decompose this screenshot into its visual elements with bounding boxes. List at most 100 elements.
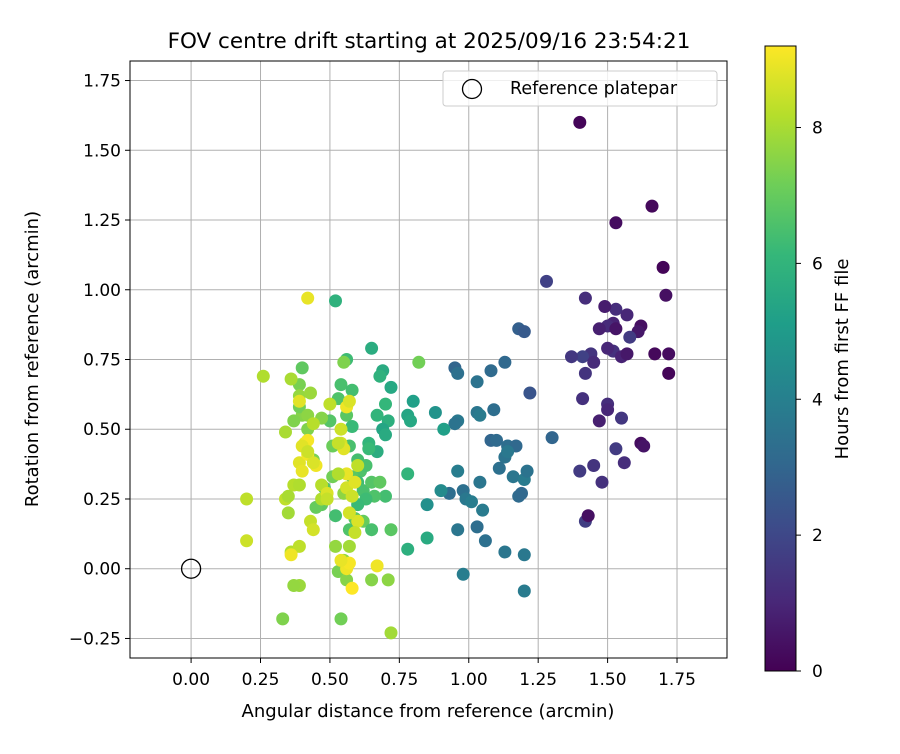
data-point bbox=[598, 300, 612, 313]
y-tick-label: 0.75 bbox=[83, 351, 121, 371]
data-point bbox=[576, 392, 590, 406]
data-point bbox=[437, 422, 451, 436]
y-tick-label: 1.50 bbox=[83, 141, 121, 161]
data-point bbox=[345, 420, 359, 433]
data-point bbox=[348, 526, 362, 539]
data-point bbox=[595, 475, 609, 489]
data-point bbox=[420, 498, 434, 512]
data-point bbox=[620, 347, 634, 361]
data-point bbox=[365, 523, 379, 537]
data-point bbox=[301, 445, 315, 459]
data-point bbox=[601, 403, 615, 417]
data-point bbox=[545, 431, 559, 445]
colorbar-tick-label: 8 bbox=[812, 119, 823, 139]
legend-entry-label: Reference platepar bbox=[510, 79, 678, 99]
x-tick-label: 1.00 bbox=[450, 670, 488, 690]
y-axis-ticks: −0.25 0.00 0.25 0.50 0.75 1.00 1.25 1.50 1.75 bbox=[69, 72, 130, 649]
data-point bbox=[334, 378, 348, 392]
data-point bbox=[609, 302, 623, 316]
data-point bbox=[578, 291, 592, 305]
data-point bbox=[345, 489, 359, 503]
data-point bbox=[256, 369, 270, 383]
data-point bbox=[428, 406, 442, 419]
colorbar-gradient bbox=[764, 45, 797, 672]
data-point bbox=[490, 433, 503, 447]
data-point bbox=[329, 509, 342, 523]
data-point bbox=[637, 439, 651, 453]
data-point bbox=[615, 411, 628, 425]
data-point bbox=[281, 506, 295, 520]
data-point bbox=[656, 260, 670, 274]
data-point bbox=[487, 403, 501, 417]
data-point bbox=[412, 355, 426, 369]
data-point bbox=[342, 539, 356, 553]
y-tick-label: 0.00 bbox=[83, 560, 121, 580]
data-point bbox=[517, 584, 531, 598]
data-point bbox=[351, 459, 365, 472]
data-point bbox=[617, 456, 631, 470]
data-point bbox=[381, 573, 395, 587]
data-point bbox=[659, 288, 673, 302]
data-point bbox=[645, 199, 659, 213]
legend-marker-open-circle bbox=[461, 78, 483, 100]
data-point bbox=[342, 394, 356, 408]
data-point bbox=[434, 484, 448, 498]
data-point bbox=[662, 366, 676, 380]
data-point bbox=[573, 464, 587, 478]
data-point bbox=[323, 397, 337, 411]
colorbar-tick-label: 0 bbox=[812, 662, 823, 682]
data-point bbox=[576, 350, 590, 364]
data-point bbox=[351, 514, 365, 528]
data-point bbox=[292, 394, 306, 408]
reference-marker bbox=[180, 558, 202, 579]
data-point bbox=[578, 366, 592, 380]
data-point bbox=[662, 347, 676, 361]
colorbar-tick-label: 6 bbox=[812, 254, 823, 274]
data-point bbox=[420, 531, 434, 545]
data-point bbox=[498, 355, 512, 369]
data-point bbox=[292, 478, 306, 492]
data-point bbox=[404, 414, 417, 428]
data-point bbox=[337, 355, 351, 369]
data-point bbox=[384, 380, 398, 394]
data-point bbox=[287, 414, 301, 428]
data-point bbox=[573, 115, 587, 129]
data-point bbox=[592, 414, 606, 428]
data-point bbox=[279, 425, 292, 439]
data-point bbox=[334, 553, 348, 567]
data-point bbox=[331, 467, 345, 481]
data-point bbox=[373, 369, 387, 383]
colorbar-tick-label: 2 bbox=[812, 526, 823, 546]
data-point bbox=[470, 375, 484, 389]
data-point bbox=[648, 347, 662, 361]
data-point bbox=[401, 467, 415, 481]
data-point bbox=[498, 545, 512, 559]
data-point bbox=[601, 341, 615, 355]
y-axis-label: Rotation from reference (arcmin) bbox=[22, 211, 43, 507]
y-tick-label: 1.00 bbox=[83, 281, 121, 301]
data-point bbox=[306, 456, 320, 470]
data-point bbox=[240, 492, 254, 506]
data-point bbox=[484, 364, 498, 378]
data-point bbox=[284, 372, 298, 386]
data-point bbox=[517, 548, 531, 562]
data-point bbox=[609, 216, 623, 230]
data-point bbox=[565, 350, 578, 364]
data-point bbox=[592, 322, 606, 336]
data-point bbox=[470, 520, 484, 534]
data-point bbox=[370, 408, 384, 422]
y-tick-label: −0.25 bbox=[69, 629, 121, 649]
data-point bbox=[365, 573, 379, 587]
data-point bbox=[284, 548, 298, 562]
data-point bbox=[448, 417, 462, 431]
x-tick-label: 0.00 bbox=[172, 670, 210, 690]
data-point bbox=[587, 459, 601, 472]
data-point bbox=[320, 492, 334, 506]
data-point bbox=[301, 291, 315, 305]
data-point bbox=[492, 461, 506, 475]
data-point bbox=[240, 534, 254, 548]
data-point bbox=[456, 567, 470, 581]
x-tick-label: 1.75 bbox=[658, 670, 696, 690]
x-tick-label: 0.75 bbox=[380, 670, 418, 690]
